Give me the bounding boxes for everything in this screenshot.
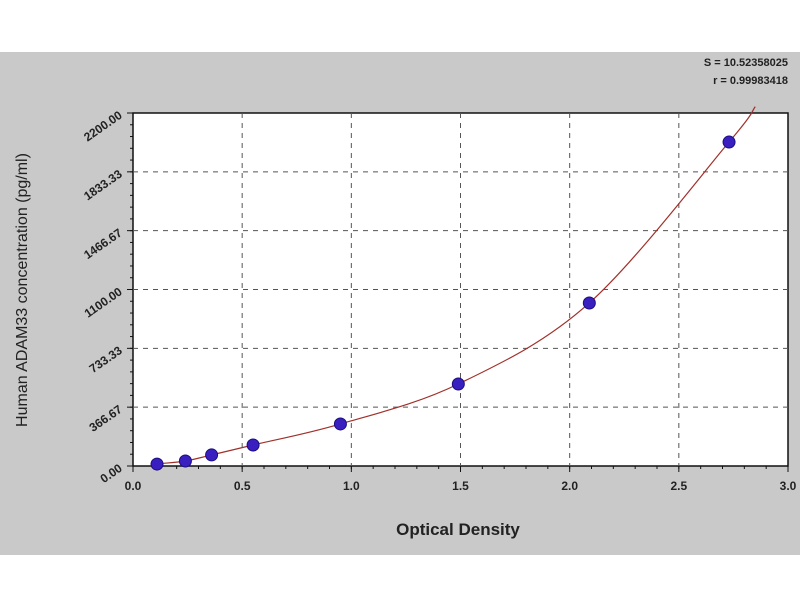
x-tick-label: 1.5 xyxy=(452,479,469,493)
data-point xyxy=(205,448,219,462)
y-tick-label: 0.00 xyxy=(98,461,125,486)
stat-r: r = 0.99983418 xyxy=(713,75,788,87)
x-tick-label: 1.0 xyxy=(343,479,360,493)
data-point xyxy=(150,457,164,471)
y-tick-label: 1100.00 xyxy=(82,284,125,320)
data-point xyxy=(722,135,736,149)
x-tick-label: 0.5 xyxy=(234,479,251,493)
y-tick-label: 1466.67 xyxy=(81,225,125,262)
y-tick-label: 1833.33 xyxy=(81,167,125,204)
x-tick-label: 3.0 xyxy=(780,479,797,493)
stat-s: S = 10.52358025 xyxy=(704,57,788,69)
x-tick-label: 0.0 xyxy=(125,479,142,493)
data-point xyxy=(178,454,192,468)
data-point xyxy=(451,377,465,391)
y-axis-label: Human ADAM33 concentration (pg/ml) xyxy=(14,153,31,427)
data-point xyxy=(582,296,596,310)
x-tick-label: 2.0 xyxy=(561,479,578,493)
data-point xyxy=(333,417,347,431)
data-point xyxy=(246,438,260,452)
x-tick-label: 2.5 xyxy=(670,479,687,493)
y-tick-label: 2200.00 xyxy=(81,108,125,145)
y-tick-label: 366.67 xyxy=(87,402,125,435)
y-tick-label: 733.33 xyxy=(87,343,125,376)
x-axis-label: Optical Density xyxy=(396,520,520,539)
